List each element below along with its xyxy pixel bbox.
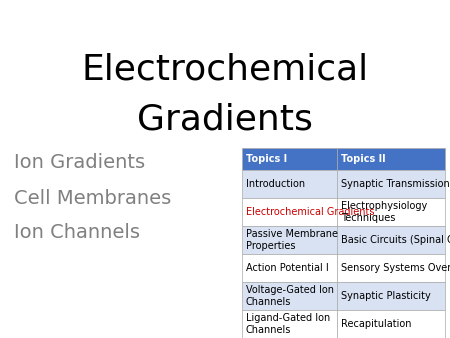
Bar	[338, 254, 445, 282]
Text: Gradients: Gradients	[137, 103, 313, 137]
Bar	[242, 226, 338, 254]
Text: Synaptic Plasticity: Synaptic Plasticity	[342, 291, 431, 301]
Bar	[242, 148, 338, 170]
Text: Passive Membrane
Properties: Passive Membrane Properties	[246, 230, 338, 250]
Text: Sensory Systems Overview: Sensory Systems Overview	[342, 263, 450, 273]
Bar	[242, 170, 338, 198]
Text: Electrochemical: Electrochemical	[81, 53, 369, 87]
Bar	[242, 282, 338, 310]
Text: Action Potential I: Action Potential I	[246, 263, 329, 273]
Bar	[338, 170, 445, 198]
Text: Introduction: Introduction	[246, 179, 305, 189]
Text: Ion Gradients: Ion Gradients	[14, 153, 145, 172]
Text: Ligand-Gated Ion
Channels: Ligand-Gated Ion Channels	[246, 313, 330, 335]
Text: Ion Channels: Ion Channels	[14, 223, 140, 242]
Bar	[242, 254, 338, 282]
Text: Basic Circuits (Spinal Cord): Basic Circuits (Spinal Cord)	[342, 235, 450, 245]
Bar	[242, 198, 338, 226]
Bar	[338, 198, 445, 226]
Text: Electrophysiology
Techniques: Electrophysiology Techniques	[342, 201, 428, 223]
Bar	[242, 310, 338, 338]
Text: Topics II: Topics II	[342, 154, 386, 164]
Text: Recapitulation: Recapitulation	[342, 319, 412, 329]
Bar	[338, 226, 445, 254]
Text: Voltage-Gated Ion
Channels: Voltage-Gated Ion Channels	[246, 285, 334, 307]
Bar	[338, 148, 445, 170]
Bar	[338, 310, 445, 338]
Bar	[338, 282, 445, 310]
Text: Electrochemical Gradients: Electrochemical Gradients	[246, 207, 374, 217]
Text: Topics I: Topics I	[246, 154, 287, 164]
Text: Cell Membranes: Cell Membranes	[14, 189, 171, 208]
Text: Synaptic Transmission: Synaptic Transmission	[342, 179, 450, 189]
